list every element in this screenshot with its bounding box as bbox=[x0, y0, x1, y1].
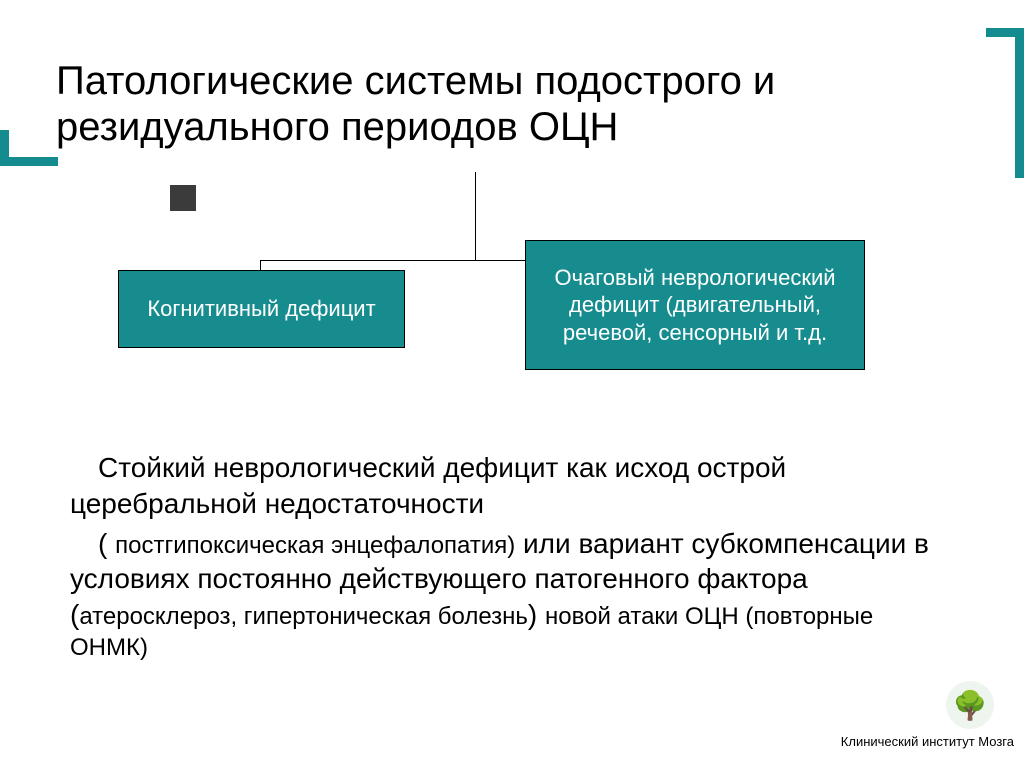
node-focal: Очаговый неврологический дефицит (двигат… bbox=[525, 240, 865, 370]
node-cognitive: Когнитивный дефицит bbox=[118, 270, 405, 348]
body-run: Стойкий неврологический дефицит как исхо… bbox=[70, 452, 786, 519]
body-run: атеросклероз, гипертоническая болезнь bbox=[79, 603, 528, 630]
slide-title: Патологические системы подострого и рези… bbox=[56, 58, 936, 150]
connector-stem bbox=[475, 172, 476, 260]
diagram: Когнитивный дефицит Очаговый неврологичес… bbox=[0, 162, 1024, 382]
footer-text: Клинический институт Мозга bbox=[841, 734, 1014, 749]
body-text: Стойкий неврологический дефицит как исхо… bbox=[70, 450, 950, 668]
footer-logo: 🌳 bbox=[946, 681, 994, 729]
decor-bracket-bottom-left bbox=[0, 130, 58, 166]
tree-icon: 🌳 bbox=[953, 689, 988, 722]
body-run: ( bbox=[98, 528, 115, 559]
body-run: постгипоксическая энцефалопатия) bbox=[115, 532, 515, 559]
slide: Патологические системы подострого и рези… bbox=[0, 0, 1024, 767]
body-run: ) bbox=[528, 599, 545, 630]
decor-bracket-top-right bbox=[986, 28, 1024, 178]
body-paragraph-0: Стойкий неврологический дефицит как исхо… bbox=[70, 450, 950, 522]
body-paragraph-1: ( постгипоксическая энцефалопатия) или в… bbox=[70, 526, 950, 664]
